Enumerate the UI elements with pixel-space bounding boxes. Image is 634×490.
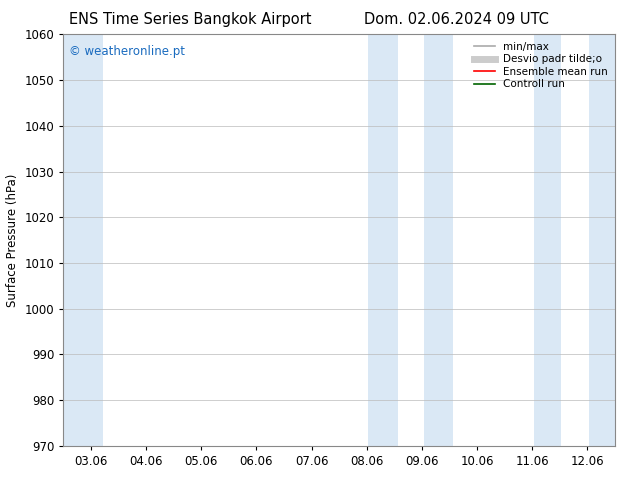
Legend: min/max, Desvio padr tilde;o, Ensemble mean run, Controll run: min/max, Desvio padr tilde;o, Ensemble m…: [470, 37, 612, 94]
Bar: [424, 34, 453, 446]
Text: Dom. 02.06.2024 09 UTC: Dom. 02.06.2024 09 UTC: [364, 12, 549, 27]
Text: ENS Time Series Bangkok Airport: ENS Time Series Bangkok Airport: [69, 12, 311, 27]
Text: © weatheronline.pt: © weatheronline.pt: [69, 45, 185, 58]
Bar: [589, 34, 615, 446]
Bar: [368, 34, 398, 446]
Y-axis label: Surface Pressure (hPa): Surface Pressure (hPa): [6, 173, 19, 307]
Bar: [534, 34, 562, 446]
Bar: [63, 34, 103, 446]
